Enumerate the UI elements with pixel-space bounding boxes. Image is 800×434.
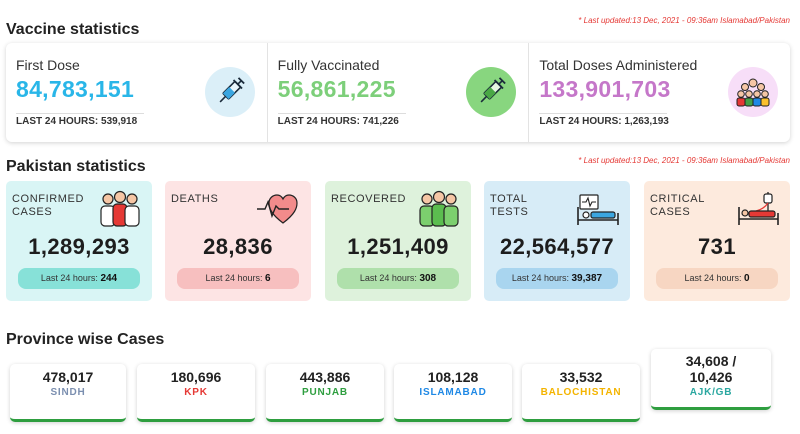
province-value: 478,017: [42, 369, 94, 385]
confirmed-cases-value: 1,289,293: [28, 234, 130, 259]
deaths-value: 28,836: [203, 234, 273, 259]
fully-vaccinated-label: Fully Vaccinated: [277, 57, 380, 73]
first-dose-last24: LAST 24 HOURS: 539,918: [16, 116, 138, 127]
first-dose-stat: First Dose 84,783,151 LAST 24 HOURS: 539…: [6, 43, 267, 142]
recovered-last24: Last 24 hours: 308: [337, 268, 459, 289]
province-value: 34,608 / 10,426: [685, 353, 737, 385]
fully-vaccinated-value: 56,861,225: [277, 76, 396, 102]
total-tests-card: TOTAL TESTS 22,564,577 Last 24 hours: 39…: [484, 181, 630, 301]
recovered-people-icon: [419, 190, 459, 227]
crowd-icon: [728, 67, 779, 117]
province-name: AJK/GB: [689, 387, 733, 398]
critical-cases-title: CRITICAL CASES: [650, 193, 705, 218]
province-card-punjab[interactable]: 443,886 PUNJAB: [266, 364, 384, 422]
total-doses-stat: Total Doses Administered 133,901,703 LAS…: [528, 43, 790, 142]
province-heading: Province wise Cases: [6, 331, 165, 348]
confirmed-cases-title: CONFIRMED CASES: [12, 193, 85, 218]
province-value: 180,696: [170, 369, 222, 385]
province-name: ISLAMABAD: [419, 387, 487, 398]
pakistan-heading: Pakistan statistics: [6, 158, 146, 175]
first-dose-label: First Dose: [16, 57, 80, 73]
people-icon: [100, 190, 140, 227]
province-card-ajk-gb[interactable]: 34,608 / 10,426 AJK/GB: [651, 349, 771, 410]
first-dose-value: 84,783,151: [16, 76, 135, 102]
confirmed-cases-last24: Last 24 hours: 244: [18, 268, 140, 289]
recovered-title: RECOVERED: [331, 193, 407, 205]
vaccine-heading: Vaccine statistics: [6, 21, 140, 38]
fully-vaccinated-last24: LAST 24 HOURS: 741,226: [277, 116, 399, 127]
critical-cases-value: 731: [698, 234, 736, 259]
total-tests-value: 22,564,577: [499, 234, 615, 259]
vaccine-last-updated: * Last updated:13 Dec, 2021 - 09:36am Is…: [578, 16, 790, 25]
province-name: KPK: [184, 387, 208, 398]
province-name: BALOCHISTAN: [540, 387, 622, 398]
deaths-title: DEATHS: [171, 193, 219, 205]
hospital-bed-icon: [577, 194, 619, 225]
province-card-islamabad[interactable]: 108,128 ISLAMABAD: [394, 364, 512, 422]
icu-bed-icon: [738, 192, 779, 225]
province-name: SINDH: [50, 387, 86, 398]
total-doses-label: Total Doses Administered: [539, 57, 698, 73]
province-value: 108,128: [427, 369, 479, 385]
total-tests-last24: Last 24 hours: 39,387: [496, 268, 618, 289]
total-tests-title: TOTAL TESTS: [490, 193, 529, 218]
recovered-value: 1,251,409: [347, 234, 449, 259]
province-card-sindh[interactable]: 478,017 SINDH: [10, 364, 126, 422]
province-value: 443,886: [299, 369, 351, 385]
total-doses-last24: LAST 24 HOURS: 1,263,193: [539, 116, 669, 127]
deaths-card: DEATHS 28,836 Last 24 hours: 6: [165, 181, 311, 301]
province-card-kpk[interactable]: 180,696 KPK: [137, 364, 255, 422]
syringe-icon: [466, 67, 517, 117]
recovered-card: RECOVERED 1,251,409 Last 24 hours: 308: [325, 181, 471, 301]
critical-cases-card: CRITICAL CASES 731 Last 24 hours: 0: [644, 181, 790, 301]
syringe-icon: [204, 67, 255, 117]
province-value: 33,532: [559, 369, 603, 385]
province-name: PUNJAB: [302, 387, 348, 398]
fully-vaccinated-stat: Fully Vaccinated 56,861,225 LAST 24 HOUR…: [266, 43, 529, 142]
vaccine-panel: First Dose 84,783,151 LAST 24 HOURS: 539…: [6, 43, 790, 142]
confirmed-cases-card: CONFIRMED CASES 1,289,293 Last 24 hours:…: [6, 181, 152, 301]
total-doses-value: 133,901,703: [539, 76, 671, 102]
province-card-balochistan[interactable]: 33,532 BALOCHISTAN: [522, 364, 640, 422]
pakistan-last-updated: * Last updated:13 Dec, 2021 - 09:36am Is…: [578, 156, 790, 165]
critical-cases-last24: Last 24 hours: 0: [656, 268, 778, 289]
heart-pulse-icon: [257, 194, 298, 224]
deaths-last24: Last 24 hours: 6: [177, 268, 299, 289]
